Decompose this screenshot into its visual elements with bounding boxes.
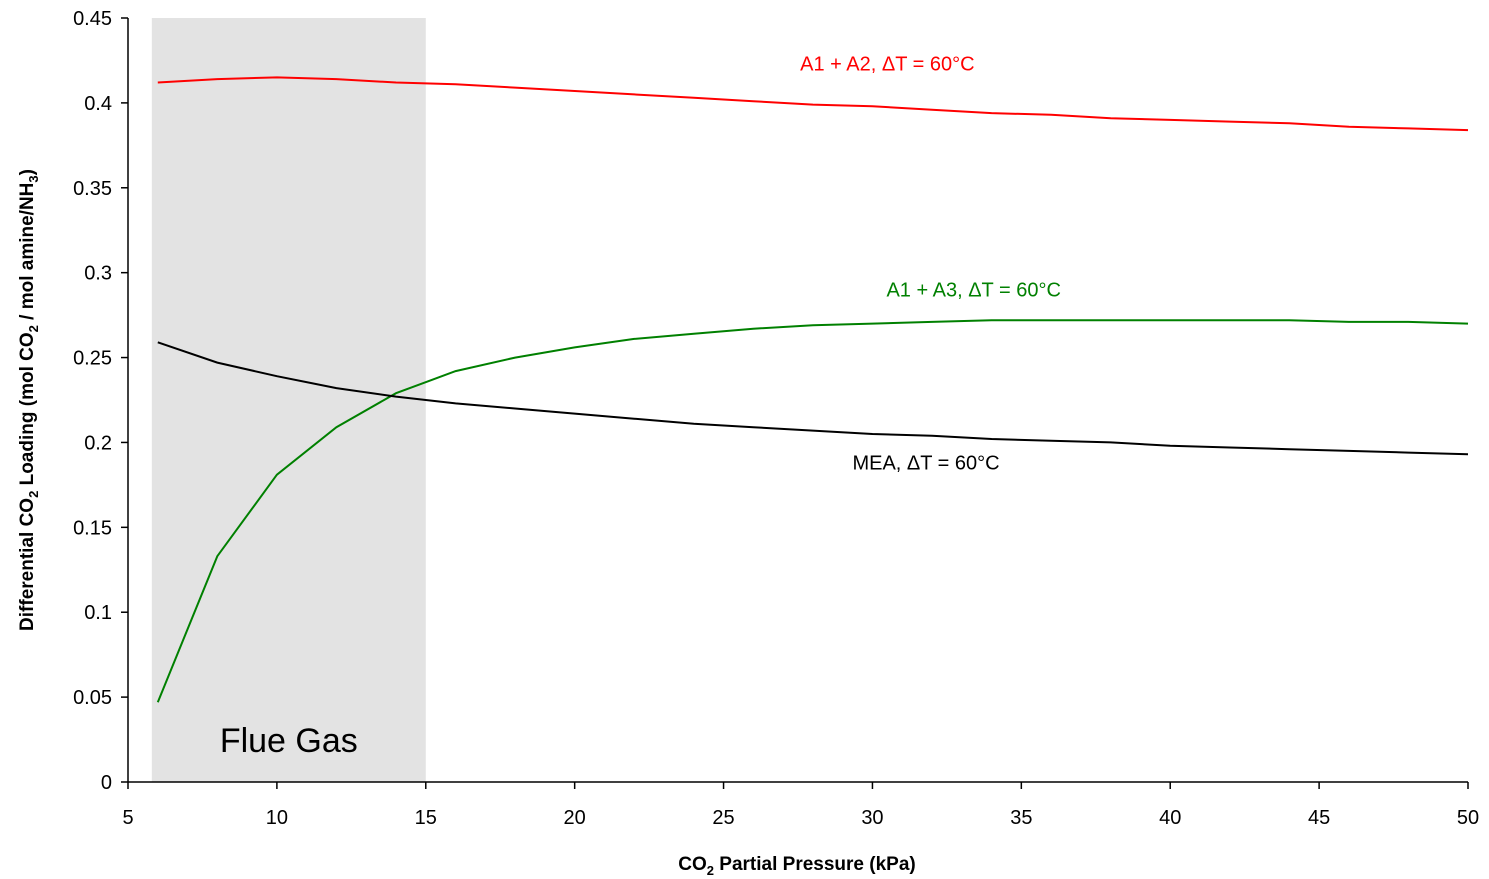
y-tick-label: 0.2 — [84, 432, 112, 454]
x-tick-label: 20 — [564, 807, 586, 829]
y-tick-label: 0.35 — [73, 178, 112, 200]
x-tick-label: 15 — [415, 807, 437, 829]
x-tick-label: 50 — [1457, 807, 1479, 829]
y-tick-label: 0.4 — [84, 93, 112, 115]
x-axis-title: CO2 Partial Pressure (kPa) — [678, 854, 915, 878]
x-tick-label: 45 — [1308, 807, 1330, 829]
y-tick-label: 0 — [101, 772, 112, 794]
series-label: MEA, ΔT = 60°C — [852, 453, 999, 475]
y-axis-title: Differential CO2 Loading (mol CO2 / mol … — [17, 169, 41, 631]
y-tick-label: 0.15 — [73, 517, 112, 539]
series-line — [157, 76, 1469, 132]
series-label: A1 + A2, ΔT = 60°C — [800, 54, 974, 76]
series-annotations: A1 + A2, ΔT = 60°C A1 + A3, ΔT = 60°C MEA,… — [800, 54, 1061, 475]
series-line — [157, 341, 1469, 456]
y-tick-label: 0.1 — [84, 602, 112, 624]
x-tick-label: 25 — [712, 807, 734, 829]
y-tick-label: 0.3 — [84, 263, 112, 285]
y-tick-label: 0.25 — [73, 348, 112, 370]
y-ticks: 0 0.05 0.1 0.15 0.2 0.25 0.3 0.35 0.4 0.45 — [73, 8, 128, 794]
x-tick-label: 30 — [861, 807, 883, 829]
x-tick-label: 10 — [266, 807, 288, 829]
flue-gas-shading — [151, 18, 426, 782]
y-tick-label: 0.45 — [73, 8, 112, 30]
flue-gas-region: Flue Gas — [151, 18, 426, 782]
series-label: A1 + A3, ΔT = 60°C — [886, 279, 1060, 301]
axes: 5 10 15 20 25 30 35 40 45 50 00.050.10.150.20.250… — [73, 8, 1479, 829]
series-layer — [156, 76, 1469, 703]
x-tick-label: 40 — [1159, 807, 1181, 829]
x-ticks: 5 10 15 20 25 30 35 40 45 50 — [122, 782, 1479, 829]
flue-gas-label: Flue Gas — [220, 722, 358, 760]
x-tick-label: 5 — [122, 807, 133, 829]
y-tick-label: 0.05 — [73, 687, 112, 709]
series-line — [156, 319, 1469, 703]
x-tick-label: 35 — [1010, 807, 1032, 829]
